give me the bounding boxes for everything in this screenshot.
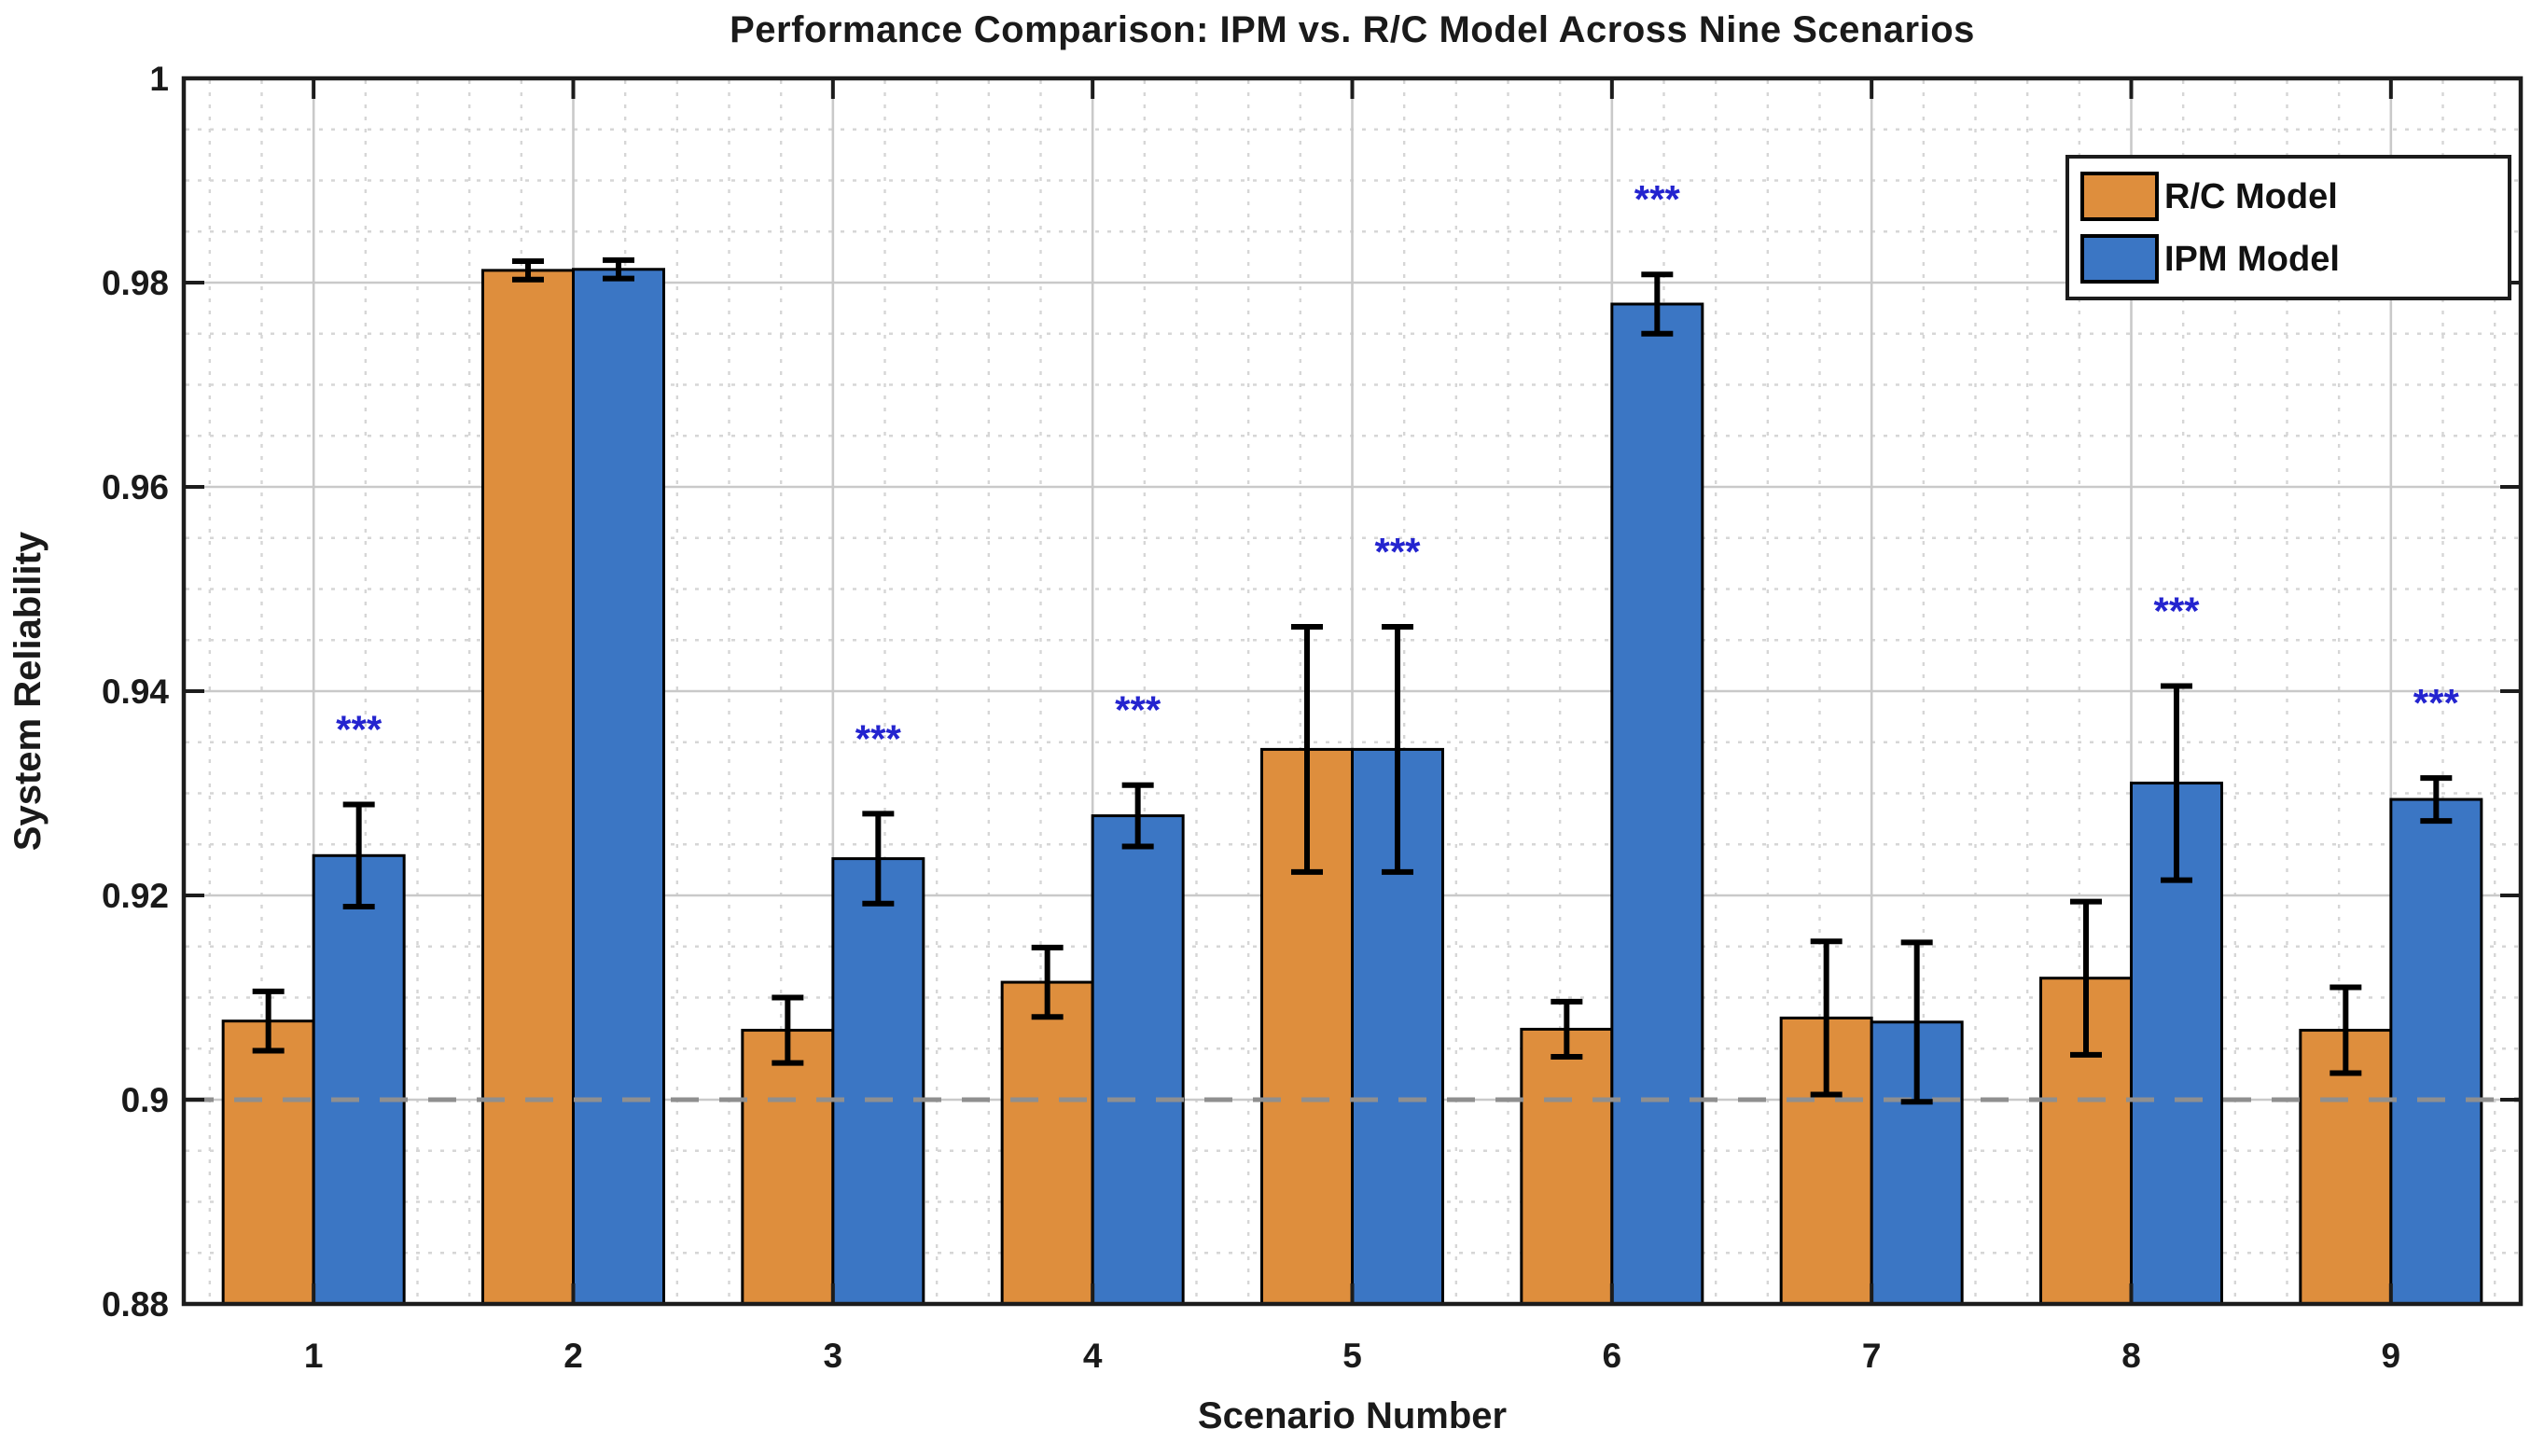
y-tick-label-0.88: 0.88 — [102, 1285, 169, 1324]
x-tick-label-1: 1 — [304, 1337, 324, 1375]
y-tick-label-0.9: 0.9 — [121, 1081, 169, 1119]
bar-ipm-3 — [831, 857, 925, 1306]
bar-rc-3 — [741, 1029, 835, 1306]
significance-stars-4: *** — [1115, 688, 1161, 732]
x-tick-label-9: 9 — [2382, 1337, 2401, 1375]
x-tick-label-6: 6 — [1603, 1337, 1622, 1375]
x-tick-label-8: 8 — [2121, 1337, 2141, 1375]
legend-item-ipm: IPM Model — [2080, 234, 2496, 284]
bar-rc-6 — [1520, 1027, 1614, 1306]
y-tick-label-1: 1 — [149, 60, 169, 98]
bar-rc-2 — [481, 269, 575, 1306]
x-tick-label-7: 7 — [1862, 1337, 1882, 1375]
bar-rc-4 — [1000, 980, 1094, 1306]
legend-item-rc: R/C Model — [2080, 172, 2496, 221]
x-tick-label-4: 4 — [1083, 1337, 1103, 1375]
y-tick-label-0.92: 0.92 — [102, 877, 169, 915]
legend-box: R/C Model IPM Model — [2065, 155, 2511, 300]
significance-stars-8: *** — [2153, 589, 2200, 633]
y-tick-label-0.96: 0.96 — [102, 468, 169, 506]
significance-stars-1: *** — [336, 708, 382, 752]
significance-stars-6: *** — [1634, 177, 1681, 221]
rc-model-swatch — [2080, 172, 2159, 221]
chart-title: Performance Comparison: IPM vs. R/C Mode… — [730, 9, 1975, 50]
bar-ipm-4 — [1091, 814, 1185, 1306]
x-tick-label-3: 3 — [824, 1337, 843, 1375]
legend-label-rc: R/C Model — [2164, 176, 2338, 216]
significance-stars-3: *** — [855, 716, 902, 760]
significance-stars-9: *** — [2413, 681, 2460, 725]
y-tick-label-0.98: 0.98 — [102, 264, 169, 302]
bar-ipm-2 — [572, 268, 665, 1306]
legend-label-ipm: IPM Model — [2164, 239, 2340, 279]
bar-ipm-9 — [2389, 797, 2483, 1306]
x-tick-label-5: 5 — [1342, 1337, 1362, 1375]
bar-rc-1 — [221, 1019, 315, 1306]
x-axis-label: Scenario Number — [1197, 1395, 1508, 1436]
significance-stars-5: *** — [1374, 530, 1421, 574]
y-tick-label-0.94: 0.94 — [102, 673, 169, 711]
bar-ipm-6 — [1610, 302, 1704, 1306]
y-axis-label: System Reliability — [7, 531, 49, 852]
x-tick-label-2: 2 — [563, 1337, 583, 1375]
bar-ipm-1 — [312, 853, 406, 1306]
ipm-model-swatch — [2080, 234, 2159, 284]
